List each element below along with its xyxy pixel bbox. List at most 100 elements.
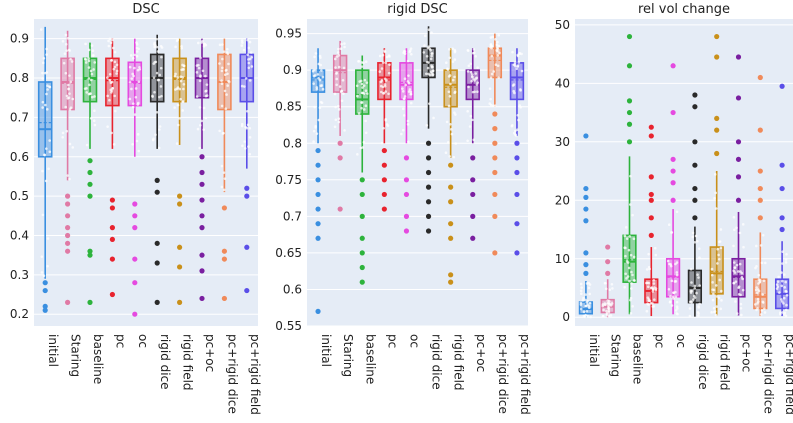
outlier-point [735,197,742,203]
data-point [734,280,738,283]
data-point [181,100,184,103]
data-point [134,87,138,90]
data-point [317,118,321,122]
x-tick-label: oc [407,334,421,348]
data-point [248,126,252,130]
outlier-point [315,147,321,154]
data-point [382,91,385,95]
data-point [364,60,368,64]
data-point [198,79,202,83]
outlier-point [583,218,589,224]
data-point [248,135,252,139]
data-point [445,61,448,65]
data-point [648,267,651,271]
data-point [312,129,316,133]
outlier-point [403,177,410,183]
outlier-point [425,228,432,234]
data-point [670,279,674,283]
data-point [195,71,199,74]
outlier-point [648,174,654,180]
data-point [711,298,715,302]
data-point [517,118,520,122]
data-point [519,105,522,109]
data-point [763,311,767,314]
x-tick-label: rigid dice [430,334,444,390]
data-point [364,131,368,135]
data-point [694,234,698,238]
data-point [204,90,207,93]
outlier-point [692,215,698,221]
data-point [488,87,492,90]
data-point [380,141,384,145]
data-point [106,94,109,98]
data-point [158,95,161,99]
data-point [674,309,678,312]
outlier-point [692,92,698,98]
data-point [675,312,678,315]
x-tick-label: Staring [609,334,623,377]
x-tick-label: initial [319,334,333,367]
data-point [604,287,608,291]
data-point [449,128,453,131]
data-point [312,82,315,85]
box-pc-rigid-field [509,48,525,256]
outlier-point [605,259,611,265]
data-point [380,67,384,70]
data-point [733,228,736,232]
data-point [311,69,315,73]
data-point [41,213,45,217]
data-point [107,39,110,43]
data-point [41,106,44,109]
data-point [198,106,202,109]
outlier-point [583,262,589,268]
data-point [454,142,458,145]
panel-rel-vol-change: rel vol change 0 10 20 30 40 50 initial Staring b… [555,2,793,415]
data-point [383,83,387,86]
outlier-point [779,215,785,221]
data-point [178,87,182,91]
data-point [380,90,383,94]
data-point [741,223,745,226]
outlier-point [514,221,520,227]
data-point [466,70,470,73]
outlier-point [605,244,611,250]
data-point [496,54,500,57]
data-point [406,59,410,63]
data-point [199,56,202,60]
data-point [85,87,88,90]
data-point [449,123,452,126]
data-point [693,296,697,299]
data-point [675,273,679,277]
data-point [91,54,95,57]
outlier-point [735,54,742,60]
data-point [716,247,719,251]
outlier-point [714,115,720,122]
data-point [89,78,93,82]
data-point [512,63,516,67]
data-point [226,84,230,87]
y-tick-label: 0.55 [275,319,302,333]
data-point [111,46,115,50]
data-point [137,80,141,84]
data-point [785,293,789,297]
data-point [65,49,68,52]
data-point [66,97,70,100]
outlier-point [315,221,321,227]
data-point [319,56,322,59]
data-point [448,155,452,158]
outlier-point [87,252,93,258]
data-point [631,273,634,277]
data-point [669,295,672,298]
data-point [313,55,316,59]
data-point [632,237,636,241]
data-point [403,77,407,81]
data-point [647,281,651,285]
outlier-point [65,193,71,199]
data-point [715,295,719,298]
data-point [334,66,337,69]
data-point [491,35,494,39]
outlier-point [470,213,476,219]
data-point [515,67,519,71]
outlier-point [87,158,93,164]
data-point [755,308,758,312]
